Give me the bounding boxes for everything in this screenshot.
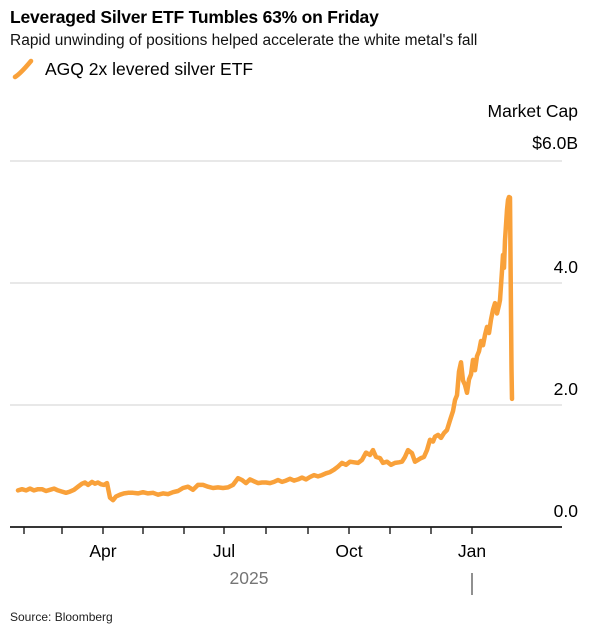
chart-title: Leveraged Silver ETF Tumbles 63% on Frid…: [10, 7, 379, 27]
series-line-agq: [15, 194, 515, 503]
legend-label: AGQ 2x levered silver ETF: [45, 58, 254, 79]
y-axis-title: Market Cap: [487, 101, 578, 121]
legend-line-icon: [12, 58, 34, 80]
y-tick-label-4: 4.0: [553, 257, 578, 277]
chart-subtitle: Rapid unwinding of positions helped acce…: [10, 32, 478, 49]
x-tick-label-apr: Apr: [89, 541, 117, 561]
source-attribution: Source: Bloomberg: [10, 610, 113, 624]
y-tick-label-2: 2.0: [553, 379, 578, 399]
x-tick-label-oct: Oct: [335, 541, 363, 561]
x-tick-label-jan: Jan: [457, 541, 487, 561]
y-tick-label-0: 0.0: [553, 501, 578, 521]
x-tick-label-jul: Jul: [212, 541, 236, 561]
x-axis-year-label: 2025: [229, 568, 269, 588]
legend: AGQ 2x levered silver ETF: [11, 57, 253, 81]
y-tick-label-6: $6.0B: [532, 133, 578, 153]
